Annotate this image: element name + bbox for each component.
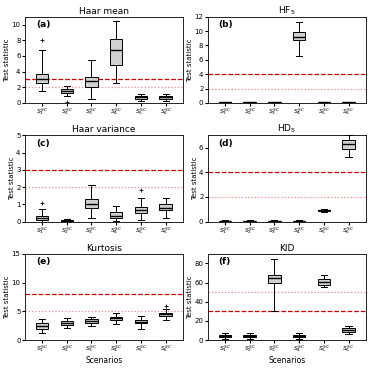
- PathPatch shape: [342, 102, 355, 103]
- Y-axis label: Test statistic: Test statistic: [4, 38, 10, 82]
- Title: Haar variance: Haar variance: [72, 125, 135, 134]
- PathPatch shape: [243, 102, 256, 103]
- PathPatch shape: [159, 96, 172, 99]
- Text: (f): (f): [219, 257, 231, 266]
- PathPatch shape: [36, 324, 48, 329]
- PathPatch shape: [342, 328, 355, 331]
- Title: KID: KID: [279, 244, 295, 253]
- PathPatch shape: [268, 275, 280, 283]
- Title: Haar mean: Haar mean: [79, 7, 129, 16]
- PathPatch shape: [159, 204, 172, 210]
- PathPatch shape: [317, 279, 330, 284]
- PathPatch shape: [219, 335, 231, 337]
- PathPatch shape: [219, 102, 231, 103]
- PathPatch shape: [243, 335, 256, 337]
- Y-axis label: Test statistic: Test statistic: [9, 157, 15, 200]
- PathPatch shape: [110, 39, 122, 65]
- PathPatch shape: [268, 102, 280, 103]
- PathPatch shape: [293, 32, 305, 40]
- PathPatch shape: [317, 210, 330, 211]
- X-axis label: Scenarios: Scenarios: [268, 356, 305, 365]
- Y-axis label: Test statistic: Test statistic: [192, 157, 198, 200]
- Text: (c): (c): [36, 139, 50, 148]
- PathPatch shape: [85, 77, 98, 87]
- Title: HD$_5$: HD$_5$: [277, 123, 296, 135]
- PathPatch shape: [36, 215, 48, 220]
- Text: (b): (b): [219, 20, 233, 29]
- PathPatch shape: [159, 313, 172, 316]
- PathPatch shape: [61, 321, 73, 325]
- PathPatch shape: [135, 96, 147, 99]
- PathPatch shape: [317, 102, 330, 103]
- Text: (d): (d): [219, 139, 233, 148]
- PathPatch shape: [85, 199, 98, 208]
- PathPatch shape: [110, 212, 122, 218]
- PathPatch shape: [342, 139, 355, 149]
- PathPatch shape: [293, 335, 305, 337]
- PathPatch shape: [85, 320, 98, 323]
- PathPatch shape: [110, 317, 122, 320]
- PathPatch shape: [135, 320, 147, 324]
- Y-axis label: Test statistic: Test statistic: [187, 275, 193, 319]
- PathPatch shape: [61, 220, 73, 221]
- PathPatch shape: [36, 74, 48, 83]
- Text: (e): (e): [36, 257, 50, 266]
- Y-axis label: Test statistic: Test statistic: [4, 275, 10, 319]
- Text: (a): (a): [36, 20, 50, 29]
- PathPatch shape: [61, 89, 73, 93]
- PathPatch shape: [135, 207, 147, 213]
- X-axis label: Scenarios: Scenarios: [85, 356, 122, 365]
- Title: Kurtosis: Kurtosis: [86, 244, 122, 253]
- Title: HF$_5$: HF$_5$: [278, 4, 296, 17]
- Y-axis label: Test statistic: Test statistic: [187, 38, 193, 82]
